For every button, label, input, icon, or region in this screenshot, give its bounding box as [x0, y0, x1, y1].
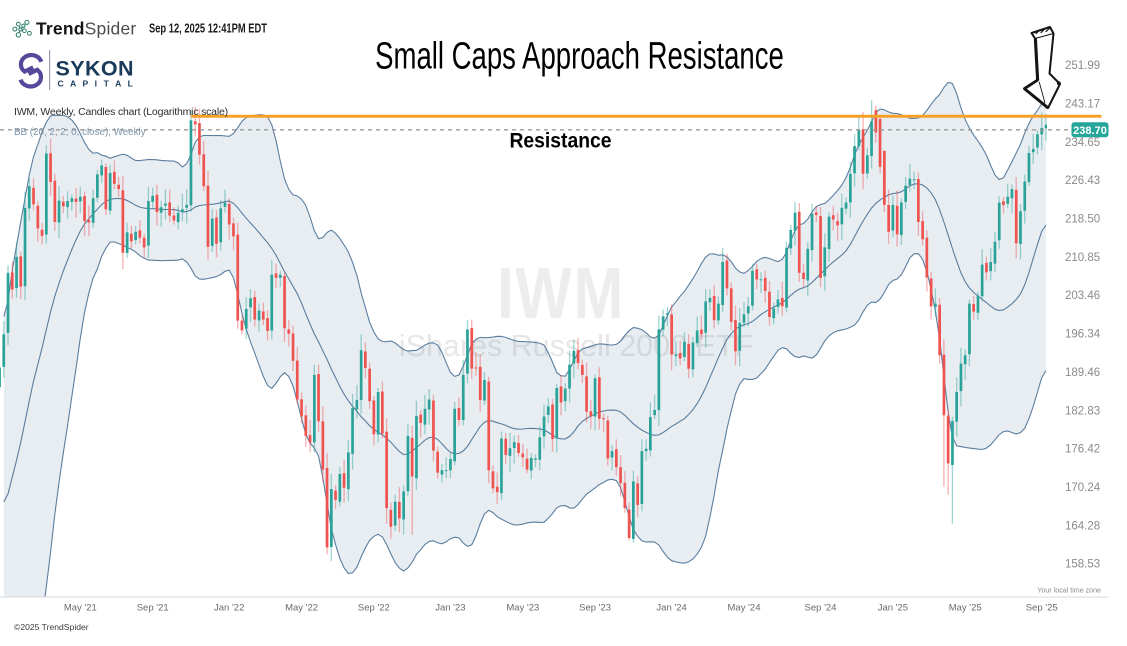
svg-text:158.53: 158.53	[1065, 559, 1100, 571]
svg-text:May '24: May '24	[728, 603, 761, 614]
svg-text:Your local time zone: Your local time zone	[1037, 587, 1101, 595]
svg-text:Resistance: Resistance	[509, 129, 611, 153]
svg-text:176.42: 176.42	[1065, 444, 1100, 456]
svg-text:170.24: 170.24	[1065, 482, 1101, 494]
svg-text:Sep 12, 2025 12:41PM EDT: Sep 12, 2025 12:41PM EDT	[149, 22, 267, 36]
svg-text:May '22: May '22	[285, 603, 318, 614]
svg-text:251.99: 251.99	[1065, 60, 1100, 72]
svg-text:Jan '25: Jan '25	[878, 603, 908, 614]
svg-text:TrendSpider: TrendSpider	[36, 19, 136, 39]
svg-text:Sep '23: Sep '23	[579, 603, 611, 614]
svg-text:May '23: May '23	[506, 603, 539, 614]
svg-text:Jan '24: Jan '24	[656, 603, 686, 614]
svg-text:196.34: 196.34	[1065, 329, 1101, 341]
svg-text:Jan '23: Jan '23	[435, 603, 465, 614]
svg-text:May '25: May '25	[949, 603, 982, 614]
svg-text:164.28: 164.28	[1065, 520, 1100, 532]
svg-text:Sep '24: Sep '24	[805, 603, 837, 614]
svg-text:203.46: 203.46	[1065, 290, 1100, 302]
svg-text:Small Caps Approach Resistance: Small Caps Approach Resistance	[375, 35, 784, 77]
svg-text:Sep '21: Sep '21	[137, 603, 169, 614]
svg-text:238.70: 238.70	[1073, 125, 1107, 137]
svg-text:©2025 TrendSpider: ©2025 TrendSpider	[14, 622, 89, 632]
svg-text:Jan '22: Jan '22	[214, 603, 244, 614]
svg-text:SYKON: SYKON	[56, 57, 134, 81]
svg-text:243.17: 243.17	[1065, 99, 1100, 111]
svg-text:226.43: 226.43	[1065, 175, 1100, 187]
svg-text:218.50: 218.50	[1065, 214, 1100, 226]
svg-text:BB (20, 2, 2, 0, close); Weekl: BB (20, 2, 2, 0, close); Weekly	[14, 127, 146, 138]
svg-text:210.85: 210.85	[1065, 252, 1100, 264]
svg-text:May '21: May '21	[64, 603, 97, 614]
svg-text:IWM, Weekly, Candles chart (Lo: IWM, Weekly, Candles chart (Logarithmic …	[14, 106, 228, 118]
svg-text:C A P I T A L: C A P I T A L	[58, 79, 135, 89]
svg-text:IWM: IWM	[497, 254, 625, 334]
svg-text:189.46: 189.46	[1065, 367, 1100, 379]
svg-text:234.65: 234.65	[1065, 137, 1100, 149]
svg-text:182.83: 182.83	[1065, 405, 1100, 417]
svg-text:Sep '22: Sep '22	[358, 603, 390, 614]
svg-text:Sep '25: Sep '25	[1026, 603, 1058, 614]
